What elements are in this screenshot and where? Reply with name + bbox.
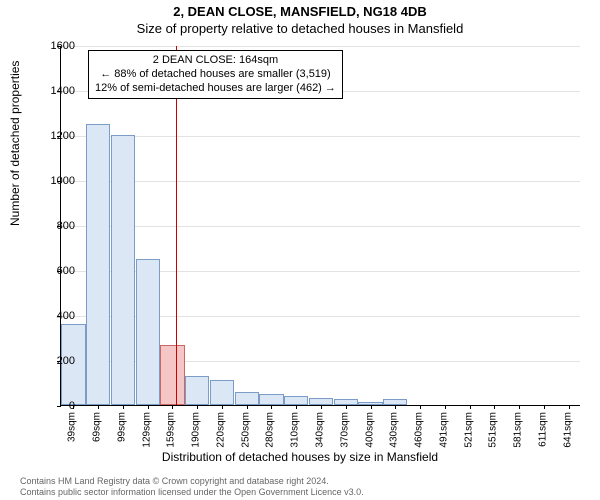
bar [136, 259, 160, 405]
xtick-label: 280sqm [265, 412, 276, 448]
xtick-label: 370sqm [339, 412, 350, 448]
ytick-label: 1200 [51, 130, 75, 142]
bar [284, 396, 308, 405]
ytick-label: 1000 [51, 175, 75, 187]
xtick [321, 405, 322, 409]
xtick-label: 310sqm [290, 412, 301, 448]
xtick-label: 99sqm [116, 412, 127, 442]
xtick [222, 405, 223, 409]
ytick-label: 200 [57, 355, 75, 367]
xtick [395, 405, 396, 409]
gridline [61, 226, 580, 227]
annotation-line1: 2 DEAN CLOSE: 164sqm [95, 54, 336, 68]
xtick-label: 129sqm [141, 412, 152, 448]
xtick-label: 220sqm [215, 412, 226, 448]
annotation-box: 2 DEAN CLOSE: 164sqm← 88% of detached ho… [88, 50, 343, 99]
xtick [172, 405, 173, 409]
xtick-label: 611sqm [537, 412, 548, 447]
y-axis-label: Number of detached properties [8, 61, 22, 226]
ytick-label: 1400 [51, 85, 75, 97]
xtick-label: 400sqm [364, 412, 375, 448]
xtick [420, 405, 421, 409]
xtick [470, 405, 471, 409]
bar [259, 394, 283, 405]
footer-line1: Contains HM Land Registry data © Crown c… [20, 476, 364, 487]
annotation-line2: ← 88% of detached houses are smaller (3,… [95, 68, 336, 82]
xtick [123, 405, 124, 409]
bar [160, 345, 184, 405]
xtick-label: 521sqm [463, 412, 474, 448]
xtick [197, 405, 198, 409]
annotation-line3: 12% of semi-detached houses are larger (… [95, 82, 336, 96]
xtick [346, 405, 347, 409]
bar [185, 376, 209, 405]
chart-area [60, 46, 580, 406]
ytick-label: 800 [57, 220, 75, 232]
gridline [61, 46, 580, 47]
gridline [61, 136, 580, 137]
xtick-label: 250sqm [240, 412, 251, 448]
xtick [148, 405, 149, 409]
xtick [247, 405, 248, 409]
chart-container: 2, DEAN CLOSE, MANSFIELD, NG18 4DB Size … [0, 0, 600, 500]
xtick-label: 581sqm [513, 412, 524, 448]
xtick [445, 405, 446, 409]
bar [235, 392, 259, 406]
xtick-label: 551sqm [488, 412, 499, 448]
xtick [271, 405, 272, 409]
ytick-label: 1600 [51, 40, 75, 52]
x-axis-label: Distribution of detached houses by size … [0, 450, 600, 464]
xtick [371, 405, 372, 409]
xtick-label: 39sqm [67, 412, 78, 442]
xtick-label: 190sqm [191, 412, 202, 448]
title-line2: Size of property relative to detached ho… [0, 19, 600, 36]
xtick [296, 405, 297, 409]
bar [86, 124, 110, 405]
xtick-label: 69sqm [92, 412, 103, 442]
bar [309, 398, 333, 405]
xtick-label: 491sqm [438, 412, 449, 448]
title-line1: 2, DEAN CLOSE, MANSFIELD, NG18 4DB [0, 0, 600, 19]
xtick-label: 460sqm [414, 412, 425, 448]
gridline [61, 181, 580, 182]
bar [210, 380, 234, 405]
ytick-label: 400 [57, 310, 75, 322]
xtick [569, 405, 570, 409]
marker-line [176, 46, 177, 405]
bar [111, 135, 135, 405]
xtick-label: 159sqm [166, 412, 177, 448]
ytick-label: 600 [57, 265, 75, 277]
ytick-label: 0 [69, 400, 75, 412]
xtick [519, 405, 520, 409]
xtick [544, 405, 545, 409]
ytick [57, 406, 61, 407]
xtick-label: 430sqm [389, 412, 400, 448]
xtick [494, 405, 495, 409]
footer-line2: Contains public sector information licen… [20, 487, 364, 498]
xtick-label: 641sqm [562, 412, 573, 448]
xtick [98, 405, 99, 409]
xtick-label: 340sqm [315, 412, 326, 448]
footer: Contains HM Land Registry data © Crown c… [20, 476, 364, 498]
